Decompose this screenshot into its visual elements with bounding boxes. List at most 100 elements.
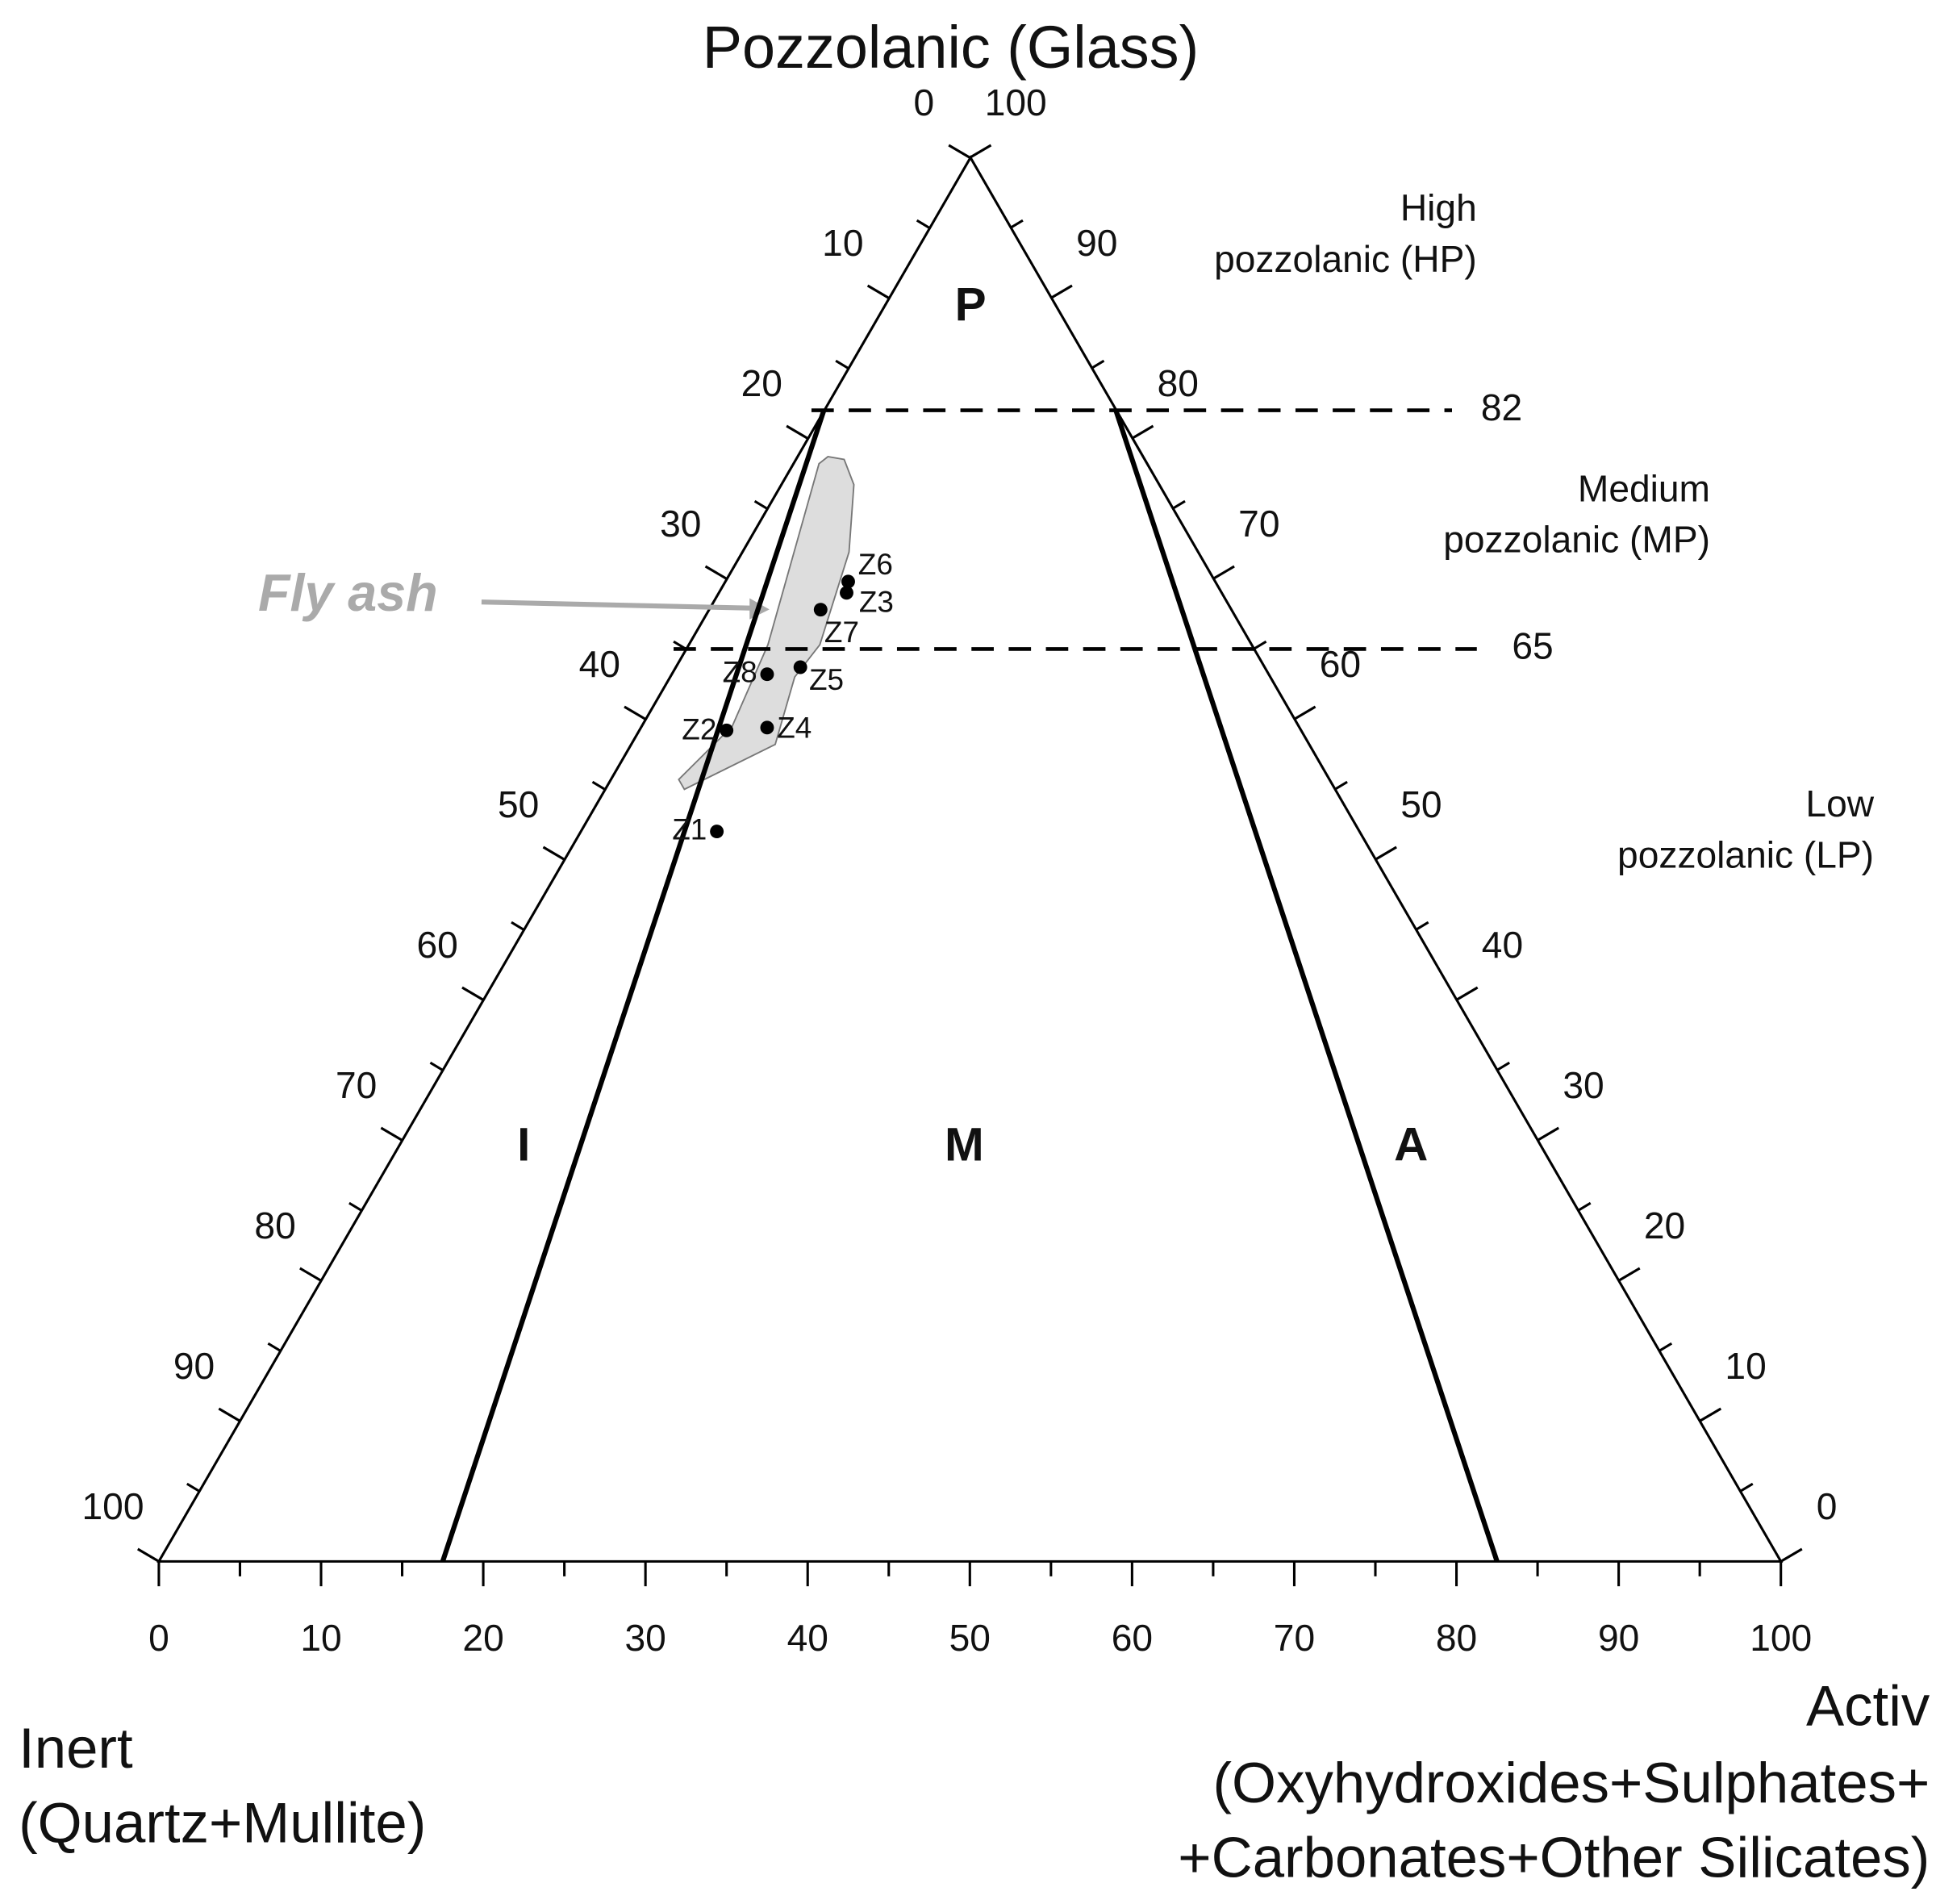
chart-title: Pozzolanic (Glass) — [703, 14, 1199, 81]
zone-label: pozzolanic (HP) — [1214, 238, 1477, 280]
minor-tick — [591, 780, 606, 791]
tick — [542, 846, 565, 861]
point-label: Z6 — [858, 548, 893, 581]
minor-tick — [1009, 219, 1024, 229]
tick — [969, 144, 992, 159]
x-tick-label: 0 — [148, 1617, 169, 1659]
minor-tick — [916, 219, 930, 229]
point-label: Z5 — [809, 663, 844, 696]
minor-tick — [267, 1342, 282, 1352]
zone-label: Low — [1805, 783, 1874, 825]
minor-tick — [429, 1061, 444, 1071]
threshold-label: 82 — [1481, 386, 1522, 428]
left-tick-label: 40 — [579, 643, 620, 685]
threshold-label: 65 — [1512, 625, 1553, 667]
tick — [380, 1126, 403, 1142]
tick — [1050, 284, 1073, 299]
data-point — [841, 574, 855, 589]
tick — [1212, 565, 1235, 580]
minor-tick — [186, 1482, 200, 1493]
tick — [1131, 424, 1154, 440]
tick — [1375, 846, 1397, 861]
left-tick-label: 10 — [822, 222, 863, 264]
minor-tick — [1253, 640, 1267, 650]
corner-label: (Quartz+Mullite) — [19, 1790, 426, 1854]
data-point — [793, 660, 807, 674]
tick — [1699, 1407, 1722, 1422]
tick — [624, 705, 646, 720]
region-label: P — [955, 278, 987, 331]
zone-label: pozzolanic (MP) — [1443, 518, 1710, 560]
point-label: Z7 — [824, 616, 859, 649]
left-tick-label: 20 — [741, 362, 782, 404]
fly-ash-area — [678, 456, 855, 791]
tick — [704, 565, 728, 580]
right-tick-label: 70 — [1238, 503, 1279, 545]
right-tick-label: 20 — [1644, 1205, 1685, 1246]
point-label: Z2 — [682, 713, 716, 746]
minor-tick — [1577, 1201, 1592, 1212]
data-point — [760, 667, 774, 682]
x-tick-label: 30 — [624, 1617, 666, 1659]
corner-label: (Oxyhydroxides+Sulphates+ — [1213, 1751, 1930, 1814]
zone-label: Medium — [1578, 467, 1710, 509]
arrow — [481, 599, 755, 611]
left-tick-label: 30 — [660, 503, 701, 545]
x-tick-label: 60 — [1112, 1617, 1153, 1659]
region-label: M — [945, 1119, 984, 1171]
region-label: A — [1394, 1119, 1428, 1171]
data-point — [813, 603, 828, 617]
x-tick-label: 90 — [1598, 1617, 1639, 1659]
tick — [218, 1407, 241, 1422]
minor-tick — [1091, 359, 1105, 370]
tick — [866, 284, 890, 299]
left-tick-label: 100 — [82, 1485, 144, 1527]
tick — [1617, 1267, 1641, 1282]
x-tick-label: 70 — [1274, 1617, 1315, 1659]
left-tick-label: 80 — [254, 1205, 295, 1246]
minor-tick — [1739, 1482, 1754, 1493]
tick — [1780, 1547, 1803, 1563]
right-tick-label: 100 — [985, 81, 1047, 123]
triangle — [156, 155, 1784, 1563]
tick — [299, 1267, 322, 1282]
corner-label: Inert — [19, 1716, 133, 1780]
right-tick-label: 80 — [1158, 362, 1199, 404]
right-tick-label: 0 — [1817, 1485, 1838, 1527]
tick — [786, 424, 809, 440]
x-tick-label: 100 — [1750, 1617, 1812, 1659]
minor-tick — [753, 499, 768, 510]
left-tick-label: 0 — [914, 81, 935, 123]
left-tick-label: 90 — [173, 1345, 215, 1387]
point-label: Z3 — [859, 585, 894, 618]
minor-tick — [1659, 1342, 1673, 1352]
region-label: I — [517, 1119, 530, 1171]
data-point — [840, 586, 853, 600]
minor-tick — [1333, 780, 1348, 791]
point-label: Z4 — [777, 712, 812, 745]
data-point — [760, 720, 774, 735]
minor-tick — [1496, 1061, 1510, 1071]
x-tick-label: 50 — [949, 1617, 991, 1659]
x-tick-label: 10 — [300, 1617, 341, 1659]
right-tick-label: 40 — [1482, 924, 1523, 966]
tick — [948, 144, 971, 159]
corner-label: Activ — [1806, 1674, 1930, 1738]
left-tick-label: 50 — [498, 783, 539, 825]
x-tick-label: 20 — [462, 1617, 503, 1659]
left-tick-label: 70 — [336, 1064, 377, 1106]
tick — [136, 1547, 160, 1563]
minor-tick — [1171, 499, 1186, 510]
zone-label: High — [1400, 187, 1477, 229]
minor-tick — [348, 1201, 363, 1212]
point-label: Z1 — [672, 812, 707, 846]
left-tick-label: 60 — [416, 924, 457, 966]
tick — [1537, 1126, 1560, 1142]
corner-label: +Carbonates+Other Silicates) — [1178, 1825, 1930, 1889]
zone-label: pozzolanic (LP) — [1617, 833, 1874, 875]
right-tick-label: 10 — [1725, 1345, 1766, 1387]
point-label: Z8 — [723, 655, 757, 688]
minor-tick — [1415, 921, 1429, 931]
minor-tick — [835, 359, 849, 370]
x-tick-label: 40 — [787, 1617, 828, 1659]
